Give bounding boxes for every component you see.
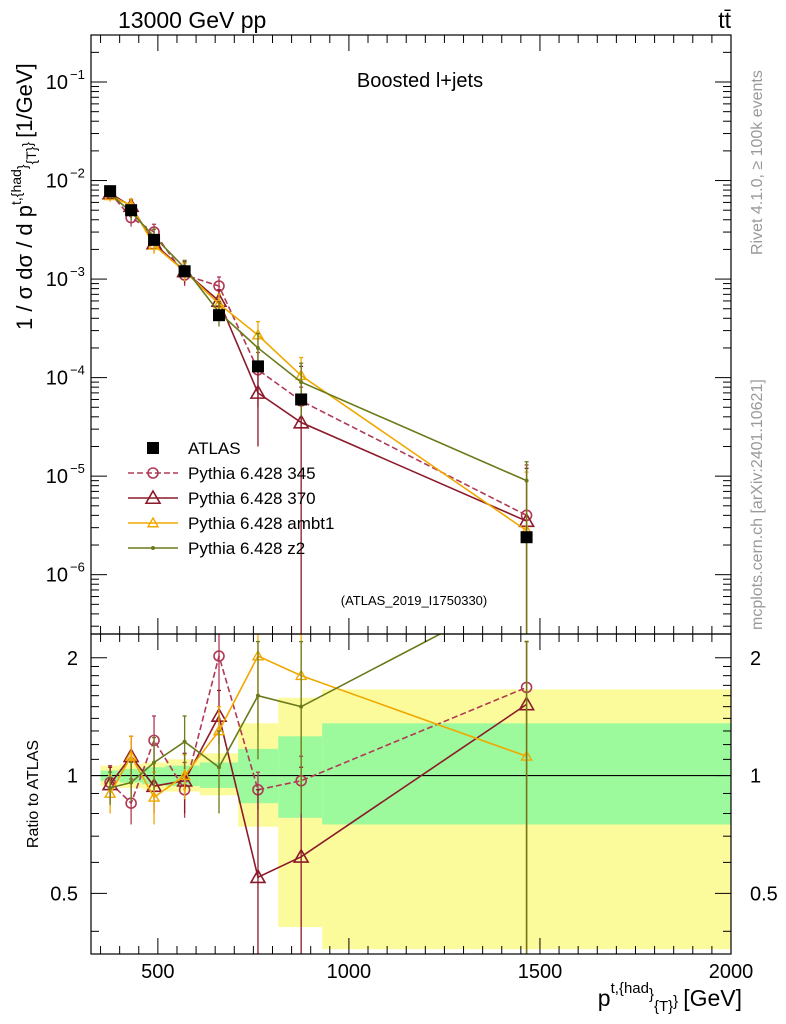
ratio-series-layer bbox=[101, 634, 535, 954]
main-ylabel: 1 / σ dσ / d pt,{had}{T}} [1/GeV] bbox=[8, 63, 39, 330]
ratio-panel: 0.5 0.5 1 1 2 2 500 1000 1500 2000 bbox=[50, 633, 778, 983]
atlas-marker bbox=[148, 233, 161, 246]
z2-marker bbox=[182, 739, 187, 744]
y-tick-label: 10 bbox=[46, 269, 68, 291]
main-axes-layer: 10−610−510−410−310−210−1 bbox=[46, 35, 732, 634]
y-tick-exponent: −6 bbox=[70, 560, 85, 575]
ambt1-marker bbox=[147, 790, 161, 802]
xlabel-base: p bbox=[598, 985, 611, 1011]
p370-marker bbox=[249, 384, 267, 399]
ambt1-legend-marker bbox=[146, 516, 160, 528]
ylabel-sub-close: } bbox=[19, 142, 35, 147]
z2-line bbox=[109, 634, 442, 789]
xlabel-unit: [GeV] bbox=[683, 985, 742, 1011]
mcplots-label: mcplots.cern.ch [arXiv:2401.10621] bbox=[749, 379, 766, 630]
z2-line bbox=[109, 193, 527, 482]
z2-marker bbox=[524, 478, 529, 483]
z2-marker bbox=[299, 380, 304, 385]
panel-title: Boosted l+jets bbox=[357, 70, 483, 92]
y-tick-label: 10 bbox=[46, 368, 68, 390]
x-tick-label: 1500 bbox=[518, 961, 563, 983]
ratio-y-tick-label: 0.5 bbox=[50, 883, 78, 905]
x-tick-label: 500 bbox=[141, 961, 174, 983]
atlas-marker bbox=[213, 309, 225, 322]
z2-marker bbox=[299, 704, 304, 709]
ylabel-sub: {T} bbox=[23, 146, 39, 164]
p370-marker bbox=[292, 848, 310, 863]
ratio-frame bbox=[90, 633, 732, 955]
legend-label-p370: Pythia 6.428 370 bbox=[188, 489, 316, 508]
ratio-y-tick-label-right: 2 bbox=[750, 648, 761, 670]
z2-marker bbox=[255, 345, 260, 350]
energy-label: 13000 GeV pp bbox=[118, 7, 266, 33]
atlas-marker bbox=[125, 204, 138, 217]
ylabel-sup-close: } bbox=[14, 164, 30, 169]
p345-legend-marker bbox=[147, 467, 159, 479]
main-series-layer bbox=[101, 184, 535, 634]
z2-marker bbox=[255, 693, 260, 698]
atlas-marker bbox=[251, 360, 264, 373]
legend-label-ambt1: Pythia 6.428 ambt1 bbox=[188, 514, 334, 533]
ylabel-sup: t,{had bbox=[8, 169, 24, 205]
atlas-legend-marker bbox=[147, 442, 159, 454]
ratio-y-tick-label: 2 bbox=[67, 648, 78, 670]
xlabel-sub-close: } bbox=[673, 993, 678, 1010]
analysis-watermark: (ATLAS_2019_I1750330) bbox=[341, 593, 487, 608]
xlabel: pt,{had}{T}} [GeV] bbox=[598, 980, 742, 1015]
legend-label-atlas: ATLAS bbox=[188, 439, 241, 458]
xlabel-sup: t,{had bbox=[611, 980, 649, 997]
x-tick-label: 2000 bbox=[709, 961, 754, 983]
z2-marker bbox=[108, 785, 113, 790]
atlas-marker bbox=[178, 265, 191, 278]
z2-marker bbox=[129, 780, 134, 785]
z2-marker bbox=[152, 760, 157, 765]
legend-label-z2: Pythia 6.428 z2 bbox=[188, 539, 305, 558]
x-tick-label: 1000 bbox=[327, 961, 372, 983]
atlas-marker bbox=[295, 393, 308, 406]
ylabel-lead: 1 / σ dσ / d p bbox=[12, 205, 37, 330]
ratio-y-tick-label-right: 1 bbox=[750, 766, 761, 788]
p370-line bbox=[109, 192, 527, 522]
y-tick-exponent: −5 bbox=[70, 461, 85, 476]
ratio-ylabel: Ratio to ATLAS bbox=[25, 740, 42, 848]
y-tick-label: 10 bbox=[46, 466, 68, 488]
y-tick-exponent: −4 bbox=[70, 363, 85, 378]
y-tick-label: 10 bbox=[46, 565, 68, 587]
ratio-axes-layer: 0.5 0.5 1 1 2 2 500 1000 1500 2000 bbox=[50, 634, 778, 983]
atlas-marker bbox=[520, 531, 533, 544]
atlas-marker bbox=[104, 185, 117, 198]
ratio-y-tick-label: 1 bbox=[67, 766, 78, 788]
uncertainty-band-inner bbox=[278, 736, 323, 818]
ambt1-line bbox=[109, 195, 528, 532]
p345-line bbox=[109, 192, 527, 517]
y-tick-exponent: −3 bbox=[70, 264, 85, 279]
ratio-bands-layer bbox=[91, 689, 731, 950]
y-tick-label: 10 bbox=[46, 72, 68, 94]
y-tick-exponent: −1 bbox=[70, 67, 85, 82]
xlabel-sub: {T} bbox=[654, 998, 673, 1015]
ambt1-marker bbox=[178, 769, 191, 781]
rivet-label: Rivet 4.1.0, ≥ 100k events bbox=[749, 70, 766, 255]
main-panel: 10−610−510−410−310−210−1 Boosted l+jets … bbox=[46, 34, 732, 635]
p345-line bbox=[109, 653, 527, 805]
p345-marker bbox=[213, 650, 225, 662]
process-label: tt̄ bbox=[718, 7, 731, 33]
p370-marker bbox=[292, 413, 310, 429]
legend: ATLAS Pythia 6.428 345 Pythia 6.428 370 Pyt… bbox=[128, 439, 334, 558]
ambt1-line bbox=[109, 655, 527, 799]
p370-legend-marker bbox=[144, 489, 162, 505]
ylabel-unit: [1/GeV] bbox=[12, 63, 37, 138]
z2-legend-marker bbox=[151, 546, 155, 550]
y-tick-label: 10 bbox=[46, 171, 68, 193]
ambt1-marker bbox=[124, 749, 138, 761]
legend-label-p345: Pythia 6.428 345 bbox=[188, 464, 316, 483]
ratio-y-tick-label-right: 0.5 bbox=[750, 883, 778, 905]
z2-marker bbox=[217, 765, 221, 770]
p370-marker bbox=[249, 868, 267, 884]
main-frame bbox=[90, 34, 732, 635]
xlabel-sup-close: } bbox=[649, 986, 654, 1003]
y-tick-exponent: −2 bbox=[70, 166, 85, 181]
